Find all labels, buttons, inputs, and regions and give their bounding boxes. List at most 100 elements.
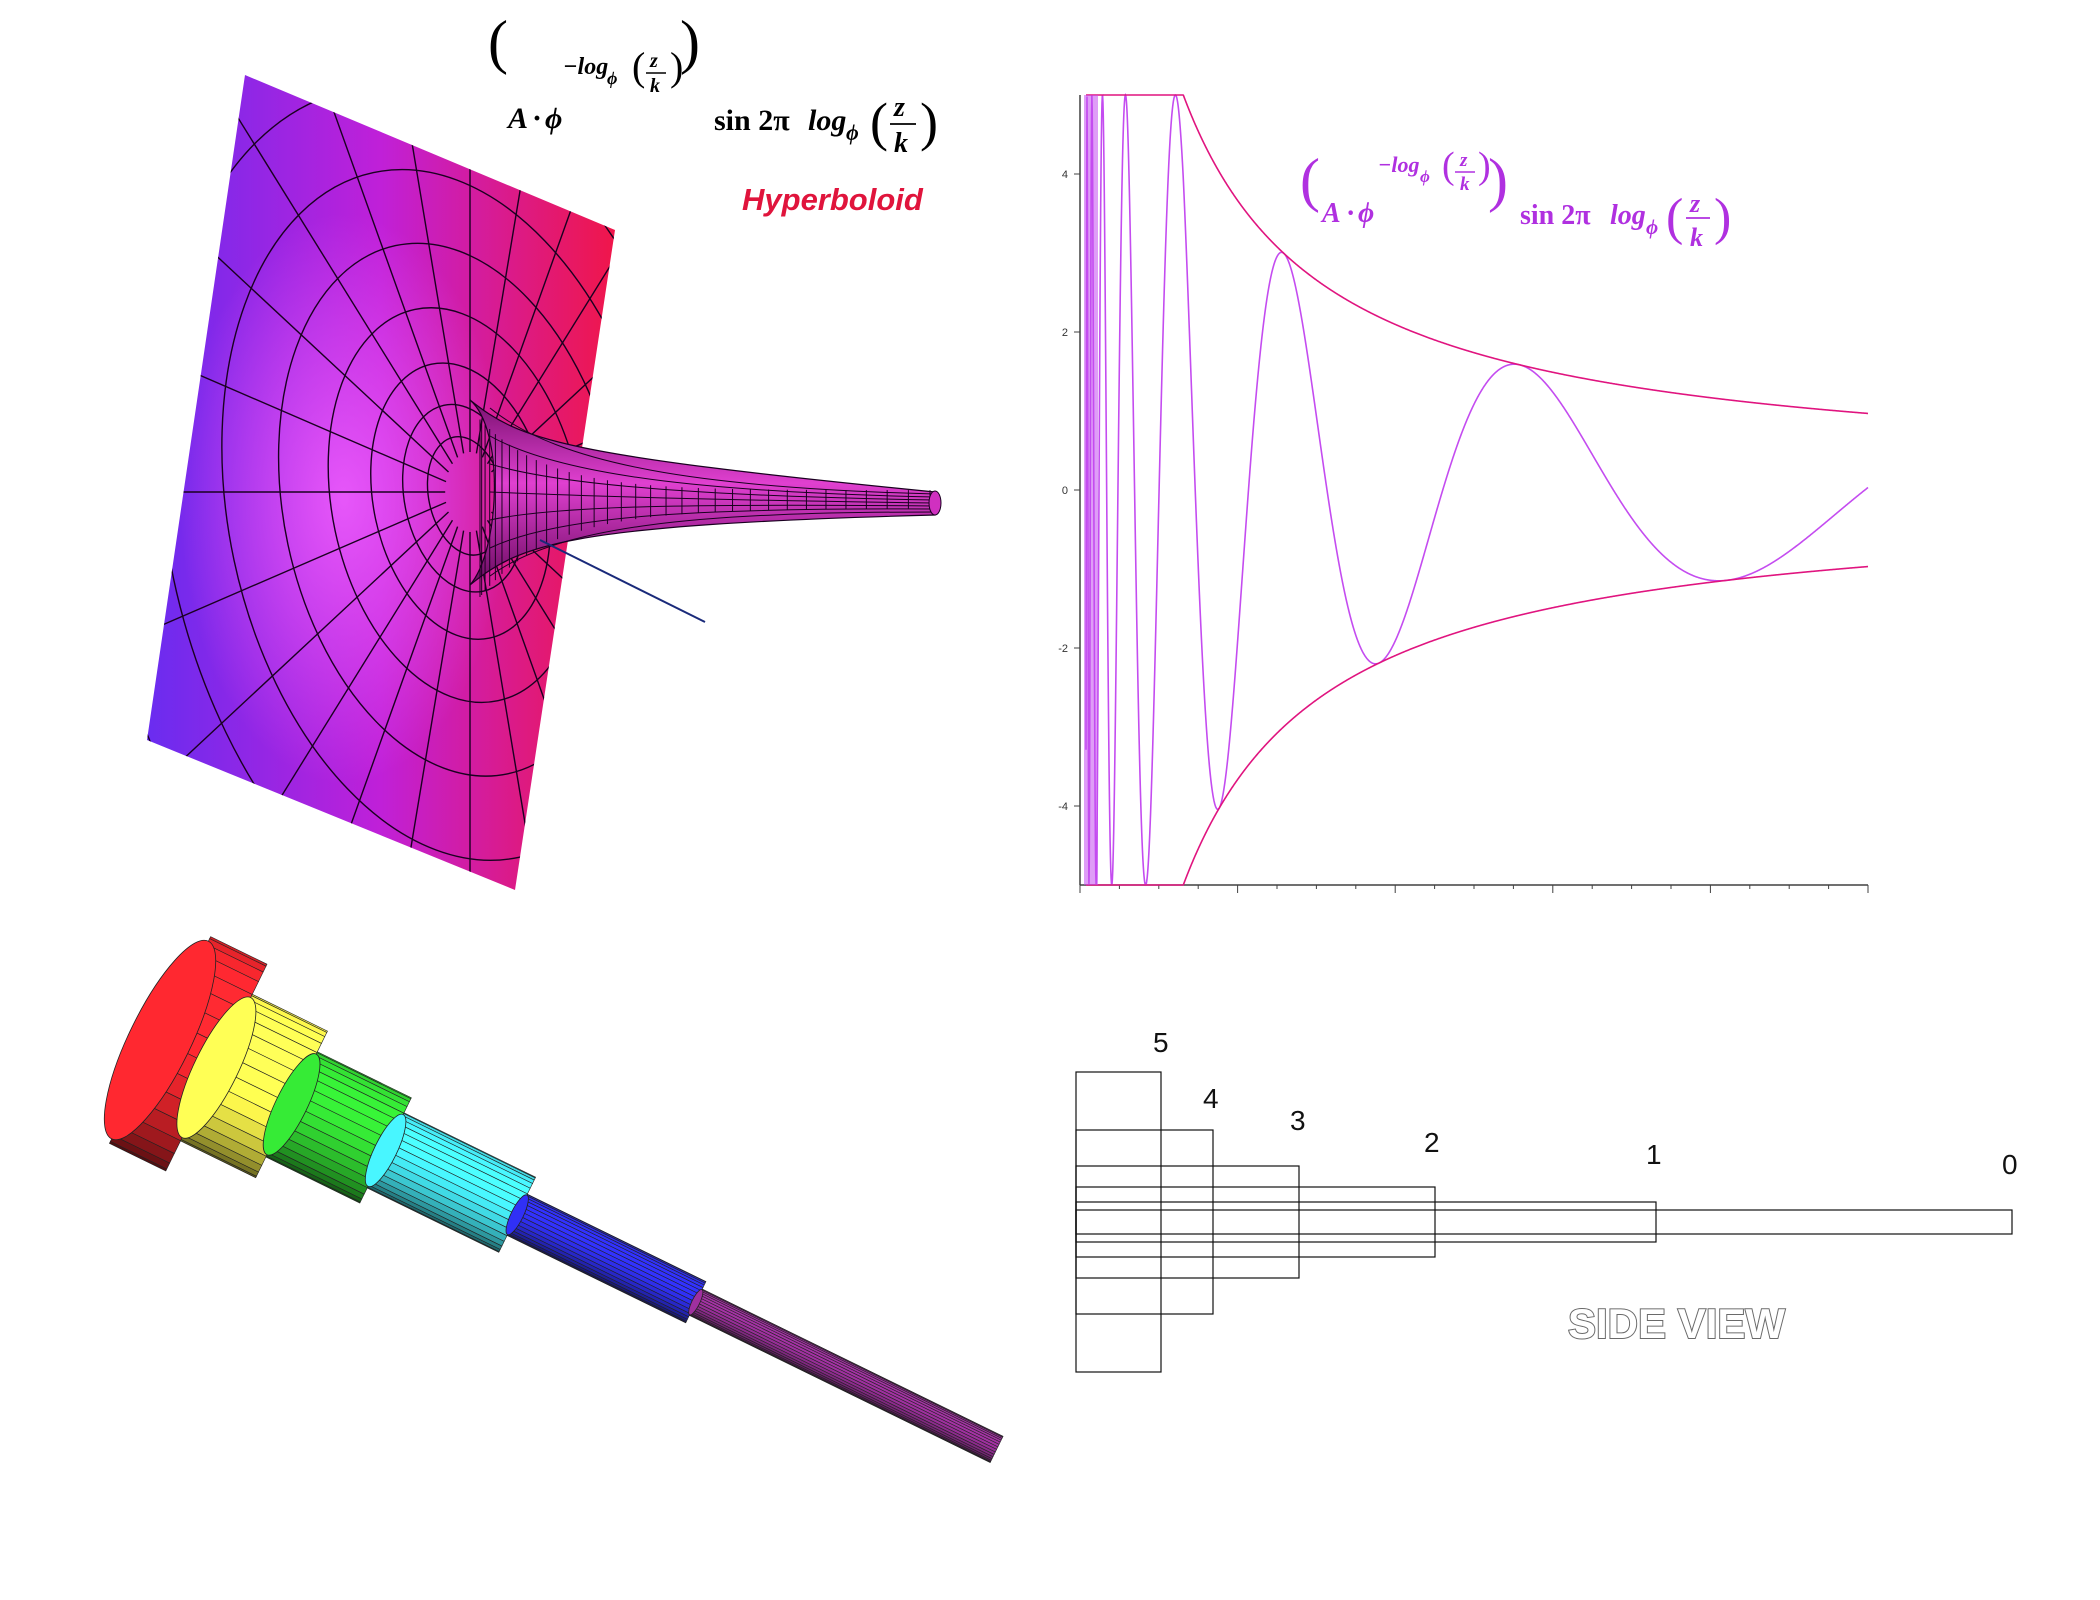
tube-end-cap <box>103 939 217 1141</box>
svg-text:): ) <box>1714 189 1731 246</box>
grid-radial <box>206 75 454 465</box>
svg-text:(: ( <box>1442 145 1455 187</box>
tube-end-cap <box>688 1289 704 1316</box>
series-upper-envelope <box>1086 94 1869 415</box>
side-step-5 <box>1075 1071 1162 1373</box>
hyperboloid-throat <box>469 399 936 586</box>
svg-text:): ) <box>920 92 938 152</box>
throat-line <box>489 463 936 501</box>
side-level-label: 1 <box>1646 1139 1662 1170</box>
hyperboloid-panel: ( A · ϕ −log ϕ ( z k ) ) sin 2π log ϕ ( … <box>0 0 1050 920</box>
svg-text:ϕ: ϕ <box>1420 167 1430 186</box>
svg-text:·: · <box>532 102 542 135</box>
tube-end-cap <box>176 996 257 1139</box>
tube-end-cap <box>505 1194 529 1236</box>
throat-line <box>489 491 936 504</box>
grid-radial <box>373 530 465 890</box>
svg-text:): ) <box>680 9 700 75</box>
side-step-2 <box>1075 1186 1436 1258</box>
throat-line <box>489 504 936 521</box>
tube-end-cap <box>364 1113 407 1188</box>
y-tick-label: 4 <box>1062 169 1068 181</box>
throat-end <box>928 490 942 516</box>
tube-segment-1 <box>506 1193 707 1324</box>
chart-curves <box>1084 93 1869 887</box>
svg-text:(: ( <box>870 92 888 152</box>
svg-text:z: z <box>893 92 905 123</box>
throat-mesh <box>479 407 936 597</box>
svg-text:): ) <box>1478 145 1491 187</box>
grid-radial <box>475 530 567 890</box>
formula-hyperboloid: ( A · ϕ −log ϕ ( z k ) ) sin 2π log ϕ ( … <box>488 9 938 159</box>
y-tick-label: -2 <box>1058 643 1068 655</box>
side-level-label: 5 <box>1153 1027 1169 1058</box>
throat-line <box>489 508 936 549</box>
chart-axes: 4 2 0 -2 -4 <box>1058 95 1869 893</box>
stepped-tube-panel <box>0 920 1050 1600</box>
throat-line <box>489 407 936 495</box>
tube-segment-2 <box>366 1112 537 1253</box>
side-level-label: 0 <box>2002 1149 2018 1180</box>
svg-text:ϕ: ϕ <box>846 120 859 145</box>
throat-line <box>489 511 936 577</box>
svg-text:ϕ: ϕ <box>607 68 617 88</box>
grid-radial <box>147 511 449 793</box>
grid-radial <box>491 511 615 793</box>
side-view-diagram: SIDE VIEW 5 4 3 2 1 0 <box>1075 1027 2018 1373</box>
svg-text:z: z <box>1459 150 1468 171</box>
svg-text:ϕ: ϕ <box>545 102 562 135</box>
grid-radial <box>373 75 465 454</box>
hyperboloid-figure: ( A · ϕ −log ϕ ( z k ) ) sin 2π log ϕ ( … <box>147 9 942 890</box>
side-view-title: SIDE VIEW <box>1568 1300 1785 1347</box>
svg-text:−log: −log <box>563 54 608 80</box>
side-step-1 <box>1075 1201 1657 1243</box>
svg-text:k: k <box>650 75 660 97</box>
grid-radial <box>491 191 615 473</box>
side-level-label: 2 <box>1424 1127 1440 1158</box>
svg-text:): ) <box>670 44 683 89</box>
svg-text:A: A <box>506 102 528 135</box>
side-view-panel: SIDE VIEW 5 4 3 2 1 0 <box>1050 920 2100 1600</box>
tube-end-cap <box>262 1053 321 1156</box>
tube-segment-3 <box>265 1051 412 1204</box>
side-level-label: 4 <box>1203 1083 1219 1114</box>
y-tick-label: 0 <box>1062 485 1068 497</box>
side-step-0 <box>1075 1209 2013 1235</box>
series-lower-envelope <box>1086 565 1869 886</box>
stepped-tube-figure <box>103 936 1004 1463</box>
wave-chart-panel: ( A · ϕ −log ϕ ( z k ) ) sin 2π log ϕ ( … <box>1050 0 2100 920</box>
axis-line <box>539 539 706 623</box>
svg-text:log: log <box>1610 200 1646 231</box>
tube-segment-4 <box>180 993 328 1179</box>
svg-text:(: ( <box>488 9 508 75</box>
svg-text:sin 2π: sin 2π <box>714 104 790 137</box>
grid-radial <box>283 526 459 890</box>
tube-segment-0 <box>688 1288 1004 1463</box>
grid-ring <box>221 168 615 861</box>
svg-text:sin 2π: sin 2π <box>1520 200 1591 231</box>
svg-text:z: z <box>649 50 658 72</box>
throat-line <box>489 435 936 498</box>
svg-text:k: k <box>894 128 908 159</box>
svg-text:·: · <box>1346 198 1355 229</box>
svg-text:(: ( <box>1666 189 1683 246</box>
y-tick-label: -4 <box>1058 801 1068 813</box>
svg-text:(: ( <box>632 44 645 89</box>
svg-text:k: k <box>1690 223 1703 252</box>
grid-ring <box>277 242 615 777</box>
y-tick-label: 2 <box>1062 327 1068 339</box>
grid-radial <box>147 501 447 648</box>
side-step-4 <box>1075 1129 1214 1315</box>
svg-text:k: k <box>1460 174 1470 195</box>
svg-text:ϕ: ϕ <box>1358 198 1374 229</box>
svg-text:log: log <box>808 104 846 137</box>
side-view-steps <box>1075 1071 2013 1373</box>
svg-text:z: z <box>1689 189 1701 218</box>
side-level-label: 3 <box>1290 1105 1306 1136</box>
dense-oscillation-band <box>1084 95 1098 885</box>
grid-radial <box>283 75 459 458</box>
svg-text:ϕ: ϕ <box>1646 215 1658 239</box>
series-wave <box>1085 93 1869 887</box>
svg-text:A: A <box>1320 198 1341 229</box>
wave-chart: ( A · ϕ −log ϕ ( z k ) ) sin 2π log ϕ ( … <box>1058 93 1869 893</box>
